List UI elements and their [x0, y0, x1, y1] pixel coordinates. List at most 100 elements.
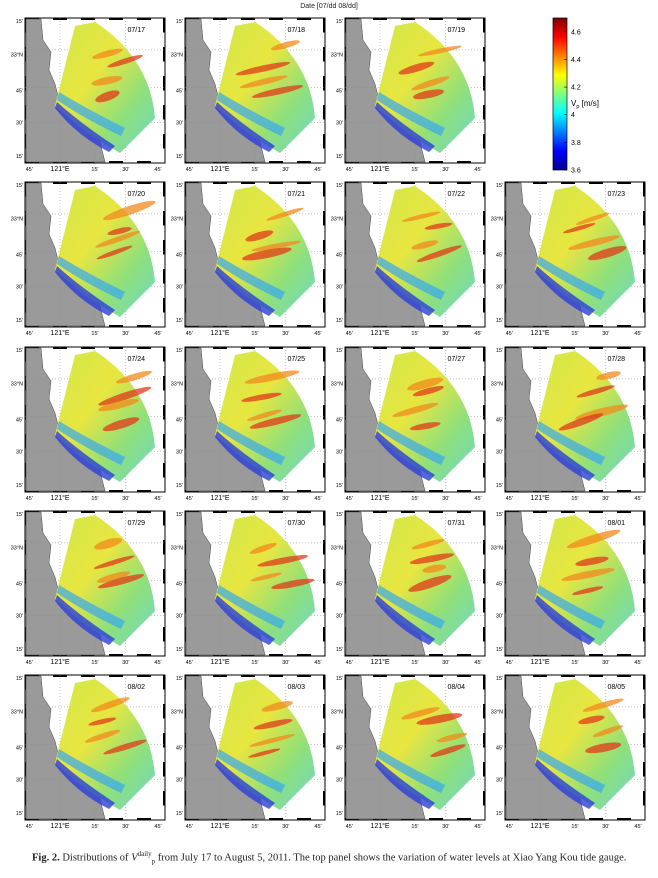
- panel-date-label: 07/22: [447, 191, 465, 198]
- panel-date-label: 07/28: [607, 356, 625, 363]
- figure-top-title: Date [07/dd 08/dd]: [300, 3, 358, 10]
- lon-tick-label: 45': [186, 660, 193, 666]
- lat-tick-label: 15': [16, 811, 23, 817]
- lat-tick-label: 30': [16, 777, 23, 783]
- lat-tick-label: 15': [496, 811, 503, 817]
- lat-tick-label: 45': [16, 582, 23, 588]
- lat-tick-label: 30': [176, 777, 183, 783]
- lat-tick-label: 15': [496, 647, 503, 653]
- lon-tick-label: 45': [634, 496, 641, 502]
- lon-tick-label: 121°E: [210, 658, 229, 666]
- lat-tick-label: 15': [16, 512, 23, 518]
- map-panel-07-23: 07/23 15' 33°N 45' 30' 15' 45' 121°E 15' 30' 45': [491, 181, 646, 337]
- panel-date-label: 07/19: [447, 27, 465, 34]
- lat-tick-label: 33°N: [11, 381, 23, 387]
- map-panel-07-25: 07/25 15' 33°N 45' 30' 15' 45' 121°E 15' 30' 45': [171, 346, 326, 502]
- lat-tick-label: 33°N: [331, 709, 343, 715]
- lon-tick-label: 45': [154, 167, 161, 173]
- lon-tick-label: 30': [282, 660, 289, 666]
- lat-tick-label: 15': [176, 512, 183, 518]
- panel-date-label: 07/31: [447, 520, 465, 527]
- lat-tick-label: 33°N: [11, 545, 23, 551]
- colorbar-tick-label: 4.2: [571, 85, 581, 92]
- lat-tick-label: 33°N: [171, 545, 183, 551]
- lat-tick-label: 15': [16, 183, 23, 189]
- map-panel-07-24: 07/24 15' 33°N 45' 30' 15' 45' 121°E 15' 30' 45': [11, 346, 166, 502]
- lat-tick-label: 30': [336, 284, 343, 290]
- lat-tick-label: 30': [176, 613, 183, 619]
- lat-tick-label: 15': [176, 483, 183, 489]
- radar-coverage: [215, 22, 315, 153]
- lat-tick-label: 15': [336, 154, 343, 160]
- lon-tick-label: 45': [186, 331, 193, 337]
- map-panel-07-20: 07/20 15' 33°N 45' 30' 15' 45' 121°E 15' 30' 45': [11, 181, 166, 337]
- map-panel-08-04: 08/04 15' 33°N 45' 30' 15' 45' 121°E 15' 30' 45': [331, 674, 486, 830]
- map-panel-07-27: 07/27 15' 33°N 45' 30' 15' 45' 121°E 15' 30' 45': [331, 346, 486, 502]
- lat-tick-label: 30': [336, 613, 343, 619]
- radar-coverage: [55, 22, 155, 153]
- lat-tick-label: 15': [176, 647, 183, 653]
- lat-tick-label: 33°N: [171, 216, 183, 222]
- lon-tick-label: 45': [634, 824, 641, 830]
- caption-symbol: V: [131, 852, 138, 864]
- radar-coverage: [535, 679, 635, 810]
- panel-date-label: 07/27: [447, 356, 465, 363]
- lat-tick-label: 45': [336, 418, 343, 424]
- lon-tick-label: 15': [91, 167, 98, 173]
- lat-tick-label: 45': [336, 582, 343, 588]
- lat-tick-label: 15': [496, 676, 503, 682]
- lon-tick-label: 45': [314, 824, 321, 830]
- lat-tick-label: 15': [16, 647, 23, 653]
- radar-coverage: [375, 679, 475, 810]
- lat-tick-label: 45': [16, 253, 23, 259]
- panel-date-label: 07/30: [287, 520, 305, 527]
- lat-tick-label: 45': [16, 418, 23, 424]
- lon-tick-label: 121°E: [210, 822, 229, 830]
- lon-tick-label: 121°E: [370, 329, 389, 337]
- lat-tick-label: 30': [496, 777, 503, 783]
- colorbar: 4.6 4.4 4.2 4 3.8 3.6 Vp [m/s]: [552, 17, 599, 175]
- lon-tick-label: 30': [442, 496, 449, 502]
- caption-text-before: Distributions of: [62, 852, 132, 864]
- lat-tick-label: 30': [176, 120, 183, 126]
- lon-tick-label: 121°E: [50, 658, 69, 666]
- lat-tick-label: 15': [176, 676, 183, 682]
- lat-tick-label: 33°N: [331, 545, 343, 551]
- lon-tick-label: 121°E: [530, 658, 549, 666]
- map-panel-08-02: 08/02 15' 33°N 45' 30' 15' 45' 121°E 15' 30' 45': [11, 674, 166, 830]
- lon-tick-label: 45': [506, 331, 513, 337]
- lon-tick-label: 45': [314, 496, 321, 502]
- radar-coverage: [535, 186, 635, 317]
- lat-tick-label: 15': [336, 348, 343, 354]
- lon-tick-label: 45': [314, 331, 321, 337]
- lat-tick-label: 15': [16, 19, 23, 25]
- lat-tick-label: 33°N: [331, 52, 343, 58]
- panel-date-label: 07/29: [127, 520, 145, 527]
- lon-tick-label: 30': [602, 824, 609, 830]
- lon-tick-label: 15': [571, 660, 578, 666]
- lat-tick-label: 33°N: [171, 52, 183, 58]
- lat-tick-label: 33°N: [491, 216, 503, 222]
- map-panel-08-05: 08/05 15' 33°N 45' 30' 15' 45' 121°E 15' 30' 45': [491, 674, 646, 830]
- lon-tick-label: 45': [26, 167, 33, 173]
- map-panel-07-29: 07/29 15' 33°N 45' 30' 15' 45' 121°E 15' 30' 45': [11, 510, 166, 666]
- lat-tick-label: 45': [336, 253, 343, 259]
- lat-tick-label: 15': [176, 348, 183, 354]
- lat-tick-label: 33°N: [11, 52, 23, 58]
- lat-tick-label: 33°N: [171, 709, 183, 715]
- radar-coverage: [375, 186, 475, 317]
- caption-fig-label: Fig. 2.: [32, 852, 60, 864]
- lat-tick-label: 15': [496, 512, 503, 518]
- lon-tick-label: 15': [251, 824, 258, 830]
- lon-tick-label: 121°E: [50, 822, 69, 830]
- caption-sub: p: [151, 857, 156, 866]
- lon-tick-label: 15': [411, 660, 418, 666]
- lon-tick-label: 121°E: [210, 494, 229, 502]
- lat-tick-label: 15': [336, 318, 343, 324]
- lat-tick-label: 15': [496, 318, 503, 324]
- lat-tick-label: 30': [496, 449, 503, 455]
- lat-tick-label: 30': [16, 284, 23, 290]
- lon-tick-label: 45': [346, 167, 353, 173]
- caption-text-after: from July 17 to August 5, 2011. The top …: [155, 852, 627, 864]
- lat-tick-label: 33°N: [11, 216, 23, 222]
